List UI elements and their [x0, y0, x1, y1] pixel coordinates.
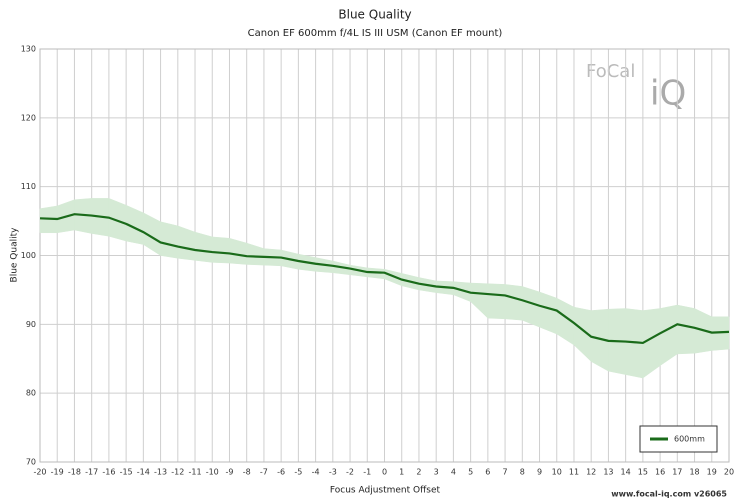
- band: [711, 316, 730, 351]
- y-axis-label: Blue Quality: [10, 227, 20, 283]
- x-tick-label: 1: [399, 468, 404, 477]
- x-tick-label: -10: [206, 468, 219, 477]
- x-tick-label: -8: [243, 468, 251, 477]
- x-tick-label: -3: [329, 468, 337, 477]
- plot-border: [39, 48, 730, 463]
- band: [539, 291, 557, 335]
- logo: iQ: [650, 74, 686, 114]
- legend-label: 600mm: [674, 435, 705, 444]
- x-tick-label: -9: [225, 468, 233, 477]
- x-tick-label: 20: [724, 468, 734, 477]
- x-tick-label: 12: [586, 468, 596, 477]
- watermark: www.focal-iq.com v26065: [611, 490, 727, 499]
- x-tick-label: 14: [621, 468, 631, 477]
- x-tick-label: -14: [137, 468, 150, 477]
- band: [160, 221, 179, 259]
- chart-title: Blue Quality: [338, 8, 411, 22]
- x-tick-label: -12: [171, 468, 184, 477]
- x-tick-label: 9: [537, 468, 542, 477]
- x-tick-label: -4: [312, 468, 320, 477]
- line: [39, 213, 730, 345]
- x-tick-label: 4: [451, 468, 456, 477]
- y-tick-label: 130: [21, 45, 36, 54]
- band: [470, 282, 489, 319]
- band: [659, 304, 678, 367]
- y-tick-label: 80: [26, 389, 36, 398]
- x-tick-label: -16: [102, 468, 115, 477]
- x-tick-label: 16: [655, 468, 665, 477]
- band: [194, 231, 213, 263]
- x-tick-label: 11: [569, 468, 579, 477]
- logo: FoCal: [586, 61, 635, 82]
- x-tick-label: -5: [294, 468, 302, 477]
- band: [229, 237, 247, 265]
- y-tick-label: 110: [21, 182, 36, 191]
- chart-subtitle: Canon EF 600mm f/4L IS III USM (Canon EF…: [248, 28, 503, 39]
- x-tick-label: 7: [503, 468, 508, 477]
- band: [212, 236, 230, 264]
- x-tick-label: 2: [416, 468, 421, 477]
- band: [642, 308, 661, 379]
- x-tick-label: 5: [468, 468, 473, 477]
- x-tick-label: -15: [120, 468, 133, 477]
- band: [677, 304, 695, 355]
- band: [177, 225, 196, 261]
- x-tick-label: 0: [382, 468, 387, 477]
- y-tick-label: 90: [26, 320, 36, 329]
- x-tick-label: 15: [638, 468, 648, 477]
- band: [487, 283, 506, 320]
- x-tick-label: -2: [346, 468, 354, 477]
- y-tick-label: 70: [26, 458, 36, 467]
- x-tick-label: 10: [552, 468, 562, 477]
- x-tick-label: 8: [520, 468, 525, 477]
- x-tick-label: 17: [672, 468, 682, 477]
- x-tick-label: 18: [689, 468, 699, 477]
- x-tick-label: -20: [33, 468, 46, 477]
- x-tick-label: -1: [363, 468, 371, 477]
- x-tick-label: 13: [603, 468, 613, 477]
- x-tick-label: -6: [277, 468, 285, 477]
- x-tick-label: 19: [707, 468, 717, 477]
- y-tick-label: 100: [21, 251, 36, 260]
- x-tick-label: 6: [485, 468, 490, 477]
- x-tick-label: -17: [85, 468, 98, 477]
- band: [246, 242, 265, 266]
- x-tick-label: -7: [260, 468, 268, 477]
- x-tick-label: -19: [51, 468, 64, 477]
- band: [522, 286, 540, 328]
- x-axis-label: Focus Adjustment Offset: [330, 486, 441, 496]
- x-tick-label: -11: [188, 468, 201, 477]
- x-tick-label: -13: [154, 468, 167, 477]
- y-tick-label: 120: [21, 113, 36, 122]
- band: [504, 284, 523, 321]
- x-tick-label: -18: [68, 468, 81, 477]
- x-tick-label: 3: [434, 468, 439, 477]
